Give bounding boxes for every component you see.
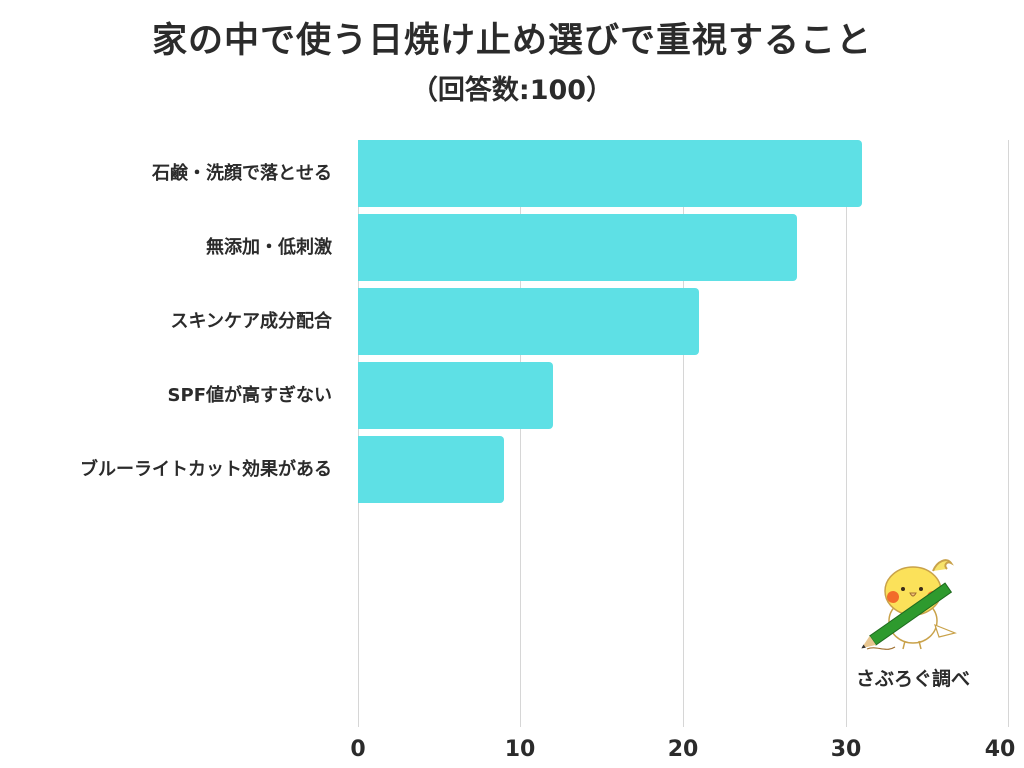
x-tick-label: 0 [350, 737, 366, 762]
bar-0 [358, 140, 862, 207]
cockatiel-with-pencil-icon [855, 553, 970, 658]
gridline-10 [520, 140, 521, 727]
category-label: ブルーライトカット効果がある [80, 459, 332, 480]
category-label: スキンケア成分配合 [170, 311, 332, 332]
x-tick-label: 30 [830, 737, 862, 762]
x-tick-label: 40 [984, 737, 1016, 762]
plot-area [358, 140, 1009, 727]
gridline-30 [846, 140, 847, 727]
gridline-20 [683, 140, 684, 727]
category-label: SPF値が高すぎない [167, 385, 332, 406]
bar-3 [358, 362, 553, 429]
x-tick-label: 10 [504, 737, 536, 762]
gridline-40 [1008, 140, 1009, 727]
bar-1 [358, 214, 797, 281]
x-tick-label: 20 [667, 737, 699, 762]
bar-2 [358, 288, 700, 355]
gridline-0 [358, 140, 359, 727]
category-label: 石鹸・洗顔で落とせる [152, 163, 332, 184]
source-credit: さぶろぐ調べ [855, 668, 970, 690]
chart-subtitle: （回答数:100） [410, 75, 614, 106]
category-label: 無添加・低刺激 [206, 237, 332, 258]
chart-title: 家の中で使う日焼け止め選びで重視すること [151, 21, 872, 61]
bar-4 [358, 436, 505, 503]
